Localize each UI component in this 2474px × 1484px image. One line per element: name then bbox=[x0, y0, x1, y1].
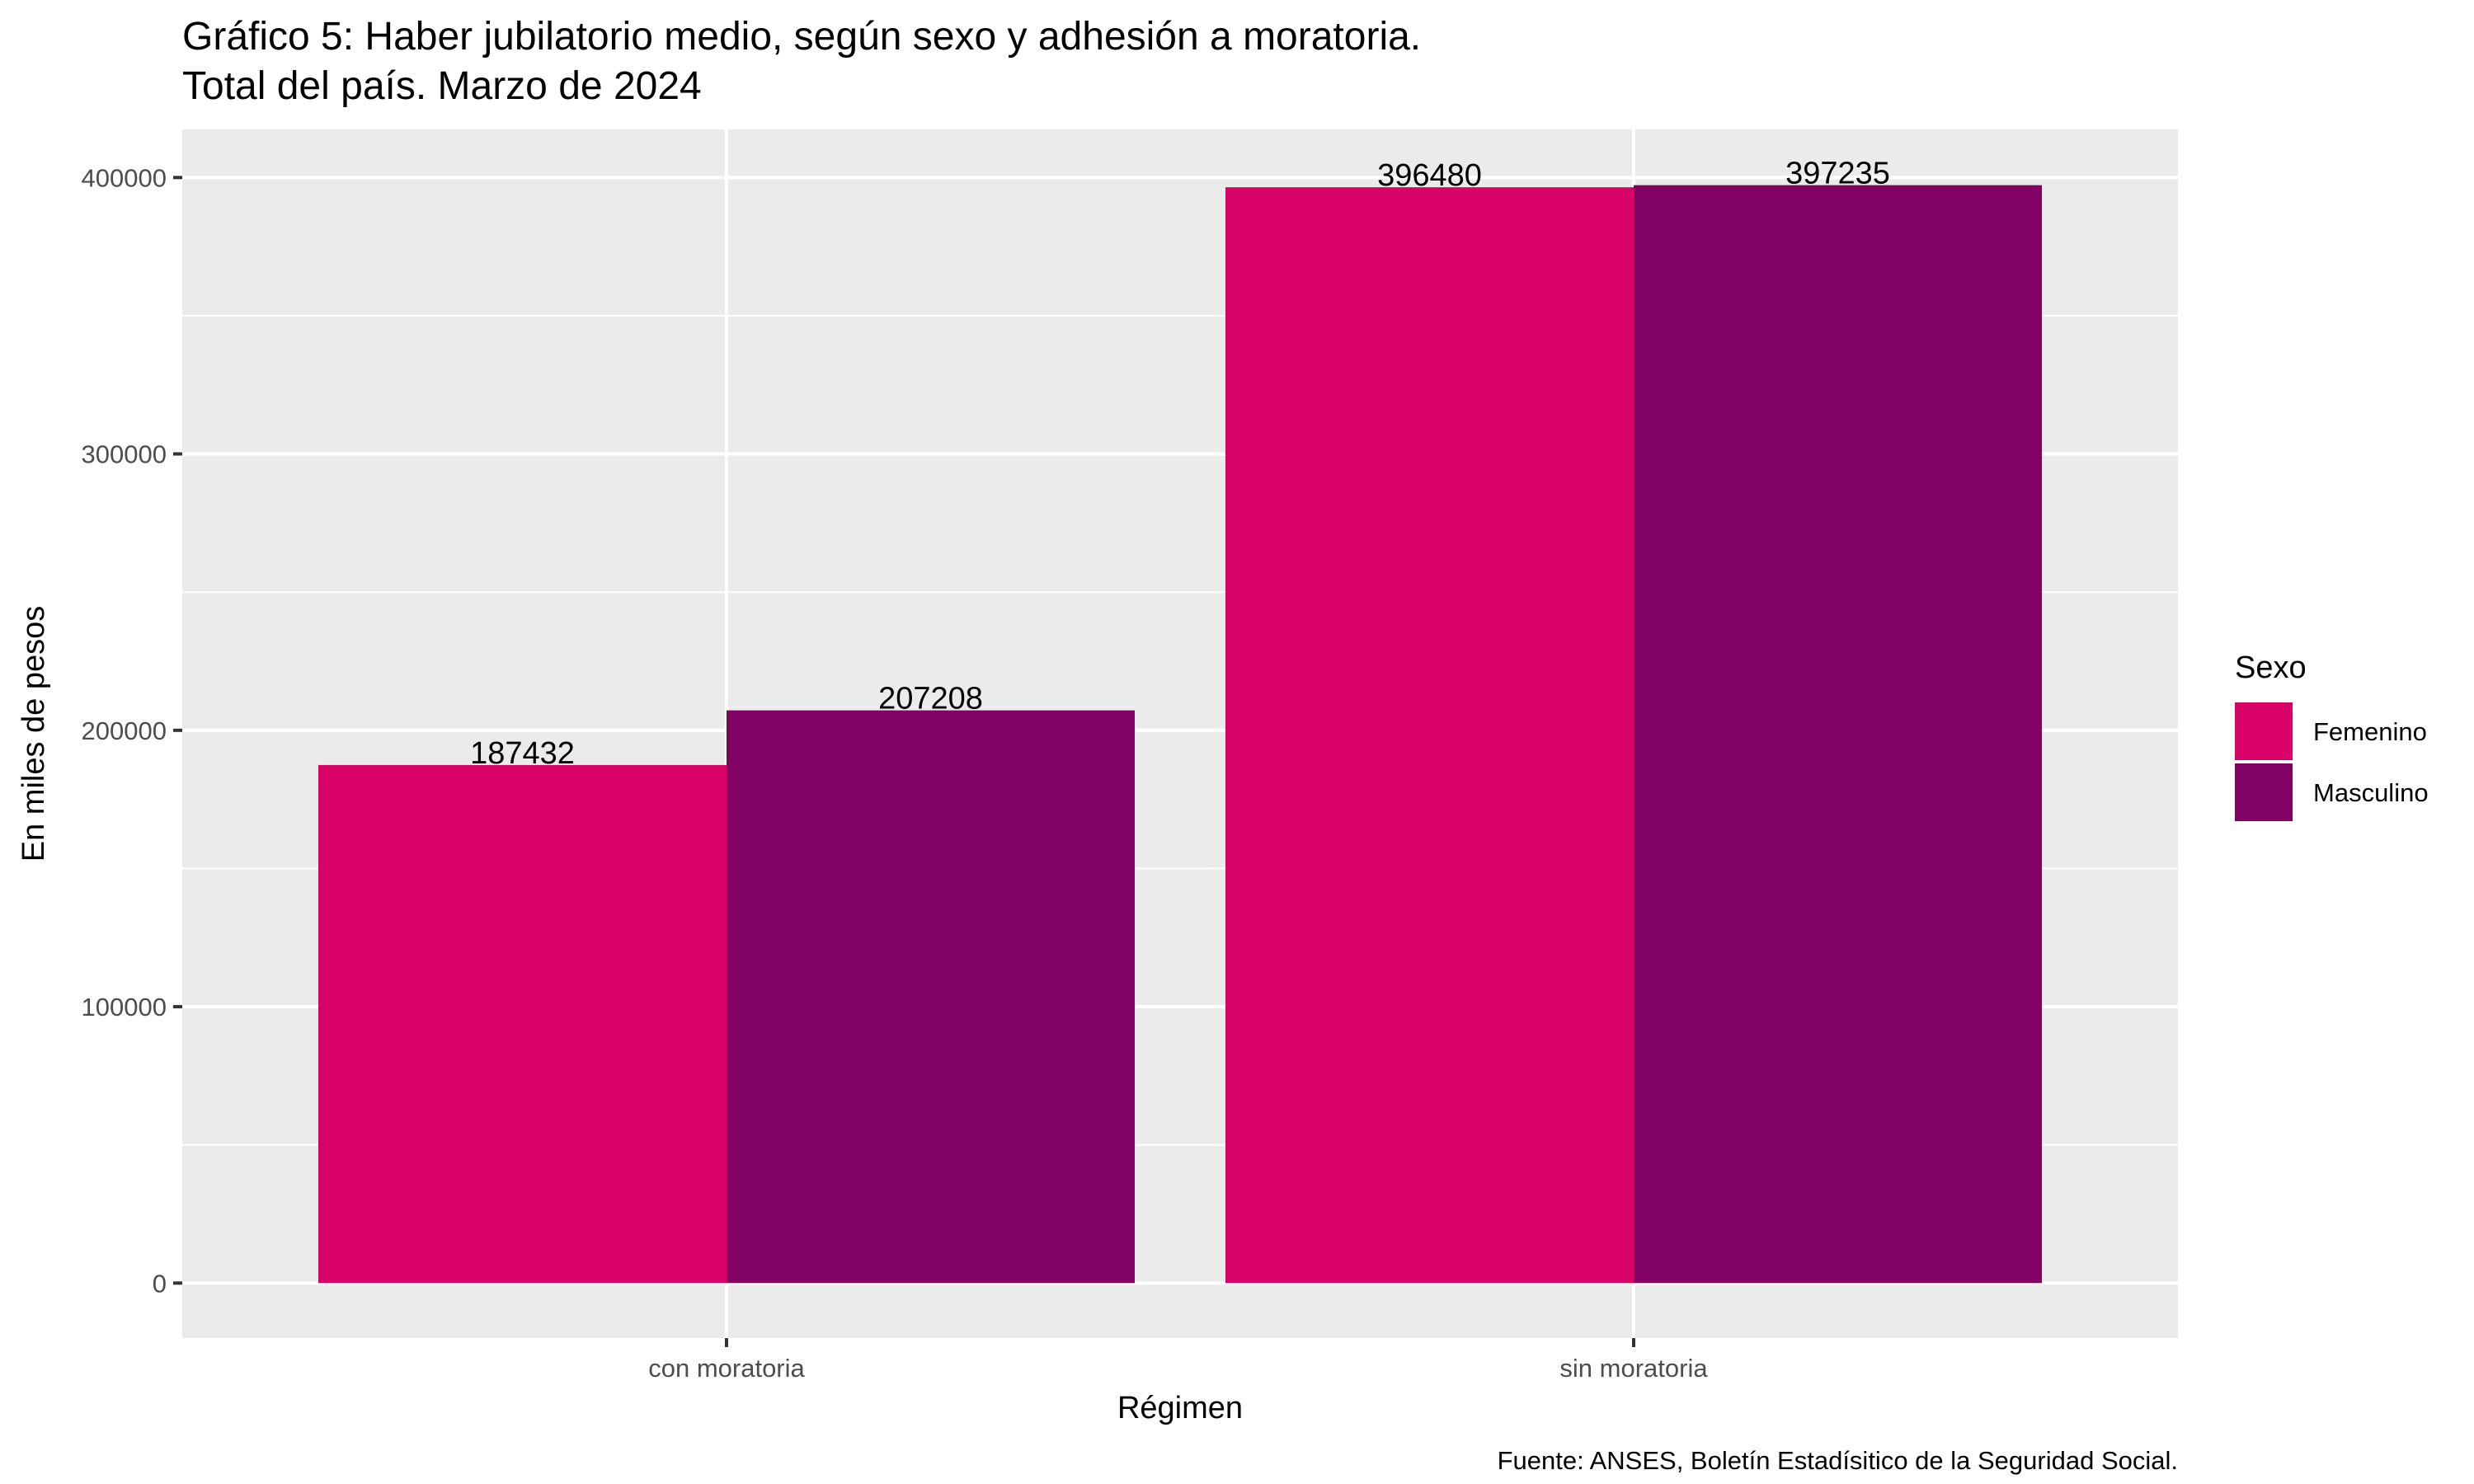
legend-label-femenino: Femenino bbox=[2313, 717, 2427, 746]
y-tick-label: 100000 bbox=[82, 993, 167, 1021]
bars bbox=[318, 185, 2042, 1284]
legend: Sexo Femenino Masculino bbox=[2235, 650, 2429, 821]
y-tick-label: 400000 bbox=[82, 163, 167, 192]
bar-femenino bbox=[318, 764, 727, 1284]
bar-value-label-femenino: 396480 bbox=[1377, 158, 1482, 193]
bar-value-label-masculino: 207208 bbox=[878, 682, 983, 716]
y-tick-label: 200000 bbox=[82, 716, 167, 745]
x-axis: con moratoria sin moratoria bbox=[648, 1338, 1708, 1383]
x-tick-label: con moratoria bbox=[648, 1354, 805, 1383]
bar-masculino bbox=[1634, 185, 2042, 1284]
x-axis-title: Régimen bbox=[1117, 1391, 1243, 1425]
y-axis-title: En miles de pesos bbox=[16, 606, 51, 862]
bar-femenino bbox=[1225, 187, 1634, 1284]
x-tick-label: sin moratoria bbox=[1559, 1354, 1708, 1383]
bar-labels: 187432 396480 207208 397235 bbox=[470, 157, 1890, 771]
legend-title: Sexo bbox=[2235, 650, 2307, 685]
legend-swatch-femenino bbox=[2235, 702, 2293, 760]
chart-title-line2: Total del país. Marzo de 2024 bbox=[182, 64, 702, 108]
y-axis: 0 100000 200000 300000 400000 bbox=[82, 163, 182, 1298]
legend-swatch-masculino bbox=[2235, 763, 2293, 821]
y-tick-label: 0 bbox=[153, 1269, 167, 1298]
chart-caption: Fuente: ANSES, Boletín Estadísitico de l… bbox=[1498, 1446, 2178, 1475]
y-tick-label: 300000 bbox=[82, 440, 167, 469]
bar-value-label-femenino: 187432 bbox=[470, 736, 575, 771]
bar-value-label-masculino: 397235 bbox=[1785, 157, 1890, 191]
bar-masculino bbox=[727, 710, 1135, 1284]
legend-label-masculino: Masculino bbox=[2313, 778, 2429, 807]
chart-title-line1: Gráfico 5: Haber jubilatorio medio, segú… bbox=[182, 15, 1421, 59]
